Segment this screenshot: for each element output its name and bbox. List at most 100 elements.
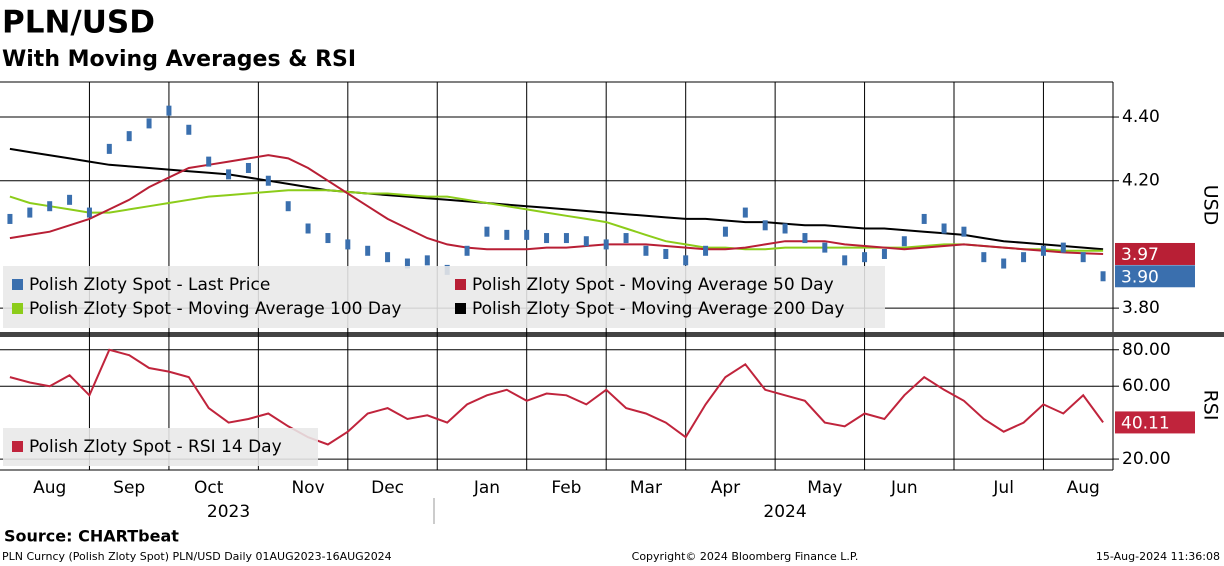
price-bar [424,255,430,266]
x-tick-label: May [807,478,842,498]
price-bar [226,169,232,180]
price-bar [404,258,410,269]
series-line [9,189,1104,252]
legend-label: Polish Zloty Spot - Last Price [29,275,270,295]
legend-swatch [455,303,466,314]
price-bar [643,245,649,256]
price-bar [285,201,291,212]
price-bar [603,239,609,250]
price-bar [802,233,808,244]
panel-separator [0,332,1224,337]
x-tick-label: Jul [992,478,1014,498]
x-tick-label: Jan [473,478,500,498]
price-bar [325,233,331,244]
value-label-box [1115,411,1195,434]
x-tick-label: Feb [551,478,581,498]
price-bar [86,207,92,218]
price-bar [544,233,550,244]
price-bar [822,242,828,253]
series-line [9,147,1104,251]
legend-label: Polish Zloty Spot - Moving Average 200 D… [472,299,844,319]
price-bar [961,226,967,237]
legend-box [3,266,885,328]
price-bar [1100,271,1106,282]
series-line [9,348,1104,446]
price-bar [484,226,490,237]
price-bar [47,201,53,212]
x-tick-label: Aug [1067,478,1100,498]
footer-copyright: Copyright© 2024 Bloomberg Finance L.P. [632,550,859,563]
price-bar [623,233,629,244]
value-label-box [1115,242,1195,265]
y-tick-label: 3.80 [1122,298,1160,318]
x-tick-label: Dec [371,478,404,498]
price-bar [265,175,271,186]
price-bar [762,220,768,231]
legend-swatch [12,303,23,314]
x-tick-label: Sep [113,478,145,498]
value-label-box [1115,265,1195,288]
series-line [9,154,1104,255]
price-bar [981,252,987,263]
price-bar [862,252,868,263]
x-tick-label: Nov [291,478,324,498]
price-bar [504,229,510,240]
price-bar [563,233,569,244]
price-bar [365,245,371,256]
y-axis-title: USD [1200,185,1222,226]
y-tick-label: 80.00 [1122,340,1171,360]
price-bar [206,156,212,167]
price-bar [722,226,728,237]
price-bar [1021,252,1027,263]
value-label: 40.11 [1121,413,1170,433]
footer-timestamp: 15-Aug-2024 11:36:08 [1096,550,1220,563]
footer-ticker: PLN Curncy (Polish Zloty Spot) PLN/USD D… [2,550,392,563]
price-bar [1040,245,1046,256]
chart-subtitle: With Moving Averages & RSI [2,47,356,72]
price-bar [524,229,530,240]
price-bar [186,124,192,135]
price-bar [583,236,589,247]
y-tick-label: 4.40 [1122,107,1160,127]
legend-swatch [12,441,23,452]
x-tick-label: Mar [630,478,662,498]
price-bar [166,105,172,116]
price-bar [683,255,689,266]
price-bar [106,143,112,154]
y-axis-title: RSI [1200,390,1222,421]
legend-label: Polish Zloty Spot - Moving Average 100 D… [29,299,401,319]
price-bar [67,194,73,205]
price-bar [881,248,887,259]
price-bar [1001,258,1007,269]
price-bar [742,207,748,218]
price-bar [1060,242,1066,253]
price-bar [901,236,907,247]
price-bar [7,213,13,224]
x-group-label: 2023 [207,502,250,522]
y-tick-label: 20.00 [1122,449,1171,469]
legend-swatch [12,279,23,290]
price-bar [146,118,152,129]
legend-box [3,428,318,466]
price-bar [464,245,470,256]
chart-title: PLN/USD [2,5,155,41]
price-bar [126,131,132,142]
price-bar [941,223,947,234]
price-bar [27,207,33,218]
price-bar [921,213,927,224]
x-group-label: 2024 [763,502,806,522]
y-tick-label: 60.00 [1122,376,1171,396]
price-bar [385,252,391,263]
price-bar [842,255,848,266]
value-label: 3.90 [1121,267,1159,287]
x-tick-label: Aug [33,478,66,498]
price-bar [1080,252,1086,263]
legend-swatch [455,279,466,290]
price-bar [782,223,788,234]
legend-label: Polish Zloty Spot - Moving Average 50 Da… [472,275,834,295]
source: Source: CHARTbeat [4,527,179,546]
price-bar [345,239,351,250]
x-tick-label: Oct [194,478,224,498]
